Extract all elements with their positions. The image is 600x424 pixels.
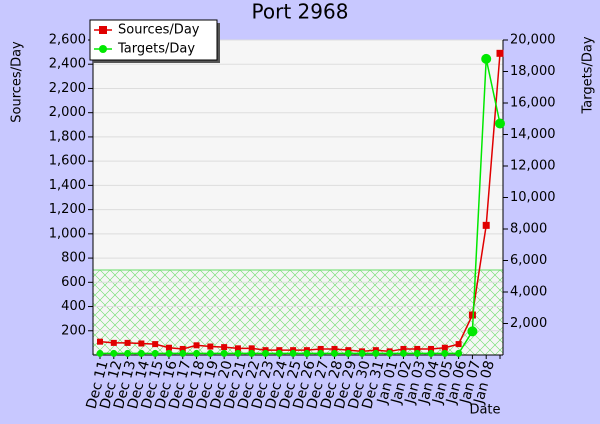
marker <box>110 349 118 357</box>
y2-tick-label: 6,000 <box>510 253 547 268</box>
marker <box>413 349 421 357</box>
marker <box>221 344 228 351</box>
marker <box>496 49 504 57</box>
marker <box>220 349 228 357</box>
marker <box>193 342 200 349</box>
marker <box>482 221 490 229</box>
marker <box>427 349 435 357</box>
legend-label: Targets/Day <box>117 42 195 57</box>
marker <box>455 341 462 348</box>
marker <box>124 339 131 346</box>
marker <box>179 345 186 352</box>
y2-axis-label: Targets/Day <box>581 36 596 114</box>
y2-tick-label: 16,000 <box>510 96 556 111</box>
marker <box>248 349 256 357</box>
marker <box>372 349 380 357</box>
y-tick-label: 2,400 <box>49 57 86 72</box>
y-tick-label: 800 <box>61 251 86 266</box>
marker <box>386 349 394 357</box>
marker <box>262 349 270 357</box>
marker <box>289 349 297 357</box>
y-tick-label: 1,800 <box>49 129 86 144</box>
y-tick-label: 2,200 <box>49 81 86 96</box>
marker <box>151 349 159 357</box>
y2-tick-label: 10,000 <box>510 190 556 205</box>
marker <box>330 349 338 357</box>
y-tick-label: 1,600 <box>49 154 86 169</box>
marker <box>428 345 435 352</box>
marker <box>495 118 505 129</box>
marker <box>303 349 311 357</box>
marker <box>414 345 421 352</box>
y2-tick-label: 12,000 <box>510 159 556 174</box>
marker <box>441 344 448 351</box>
legend-marker <box>99 45 107 53</box>
marker <box>248 345 255 352</box>
y2-tick-label: 14,000 <box>510 127 556 142</box>
x-axis-label: Date <box>469 403 500 418</box>
y-tick-label: 1,000 <box>49 226 86 241</box>
marker <box>455 349 463 357</box>
marker <box>206 349 214 357</box>
legend <box>89 19 218 61</box>
marker <box>358 349 366 357</box>
y-tick-label: 2,600 <box>49 33 86 48</box>
marker <box>317 345 324 352</box>
marker <box>137 349 145 357</box>
y2-tick-label: 4,000 <box>510 285 547 300</box>
marker <box>138 340 145 347</box>
marker <box>179 349 187 357</box>
y-tick-label: 400 <box>61 299 86 314</box>
y-tick-label: 600 <box>61 275 86 290</box>
marker <box>441 349 449 357</box>
marker <box>234 345 241 352</box>
marker <box>468 311 476 319</box>
marker <box>344 349 352 357</box>
marker <box>317 349 325 357</box>
y-tick-label: 1,400 <box>49 178 86 193</box>
marker <box>275 349 283 357</box>
marker <box>234 349 242 357</box>
marker <box>165 349 173 357</box>
marker <box>331 345 338 352</box>
marker <box>96 349 104 357</box>
y2-tick-label: 2,000 <box>510 316 547 331</box>
y2-tick-label: 8,000 <box>510 222 547 237</box>
marker <box>207 343 214 350</box>
marker <box>97 338 103 345</box>
marker <box>152 341 159 348</box>
marker <box>165 344 172 351</box>
hatched-band <box>93 270 503 355</box>
y2-tick-label: 20,000 <box>510 33 556 48</box>
y2-tick-label: 18,000 <box>510 64 556 79</box>
y-tick-label: 200 <box>61 323 86 338</box>
chart-title: Port 2968 <box>252 0 349 24</box>
marker <box>124 349 132 357</box>
marker <box>400 345 407 352</box>
y-axis-label: Sources/Day <box>10 41 25 123</box>
marker <box>481 53 492 64</box>
legend-marker <box>99 26 107 34</box>
legend-label: Sources/Day <box>118 23 200 38</box>
marker <box>399 349 407 357</box>
marker <box>110 339 117 346</box>
marker <box>193 349 201 357</box>
y-tick-label: 2,000 <box>49 105 86 120</box>
marker <box>467 326 478 337</box>
y-tick-label: 1,200 <box>49 202 86 217</box>
